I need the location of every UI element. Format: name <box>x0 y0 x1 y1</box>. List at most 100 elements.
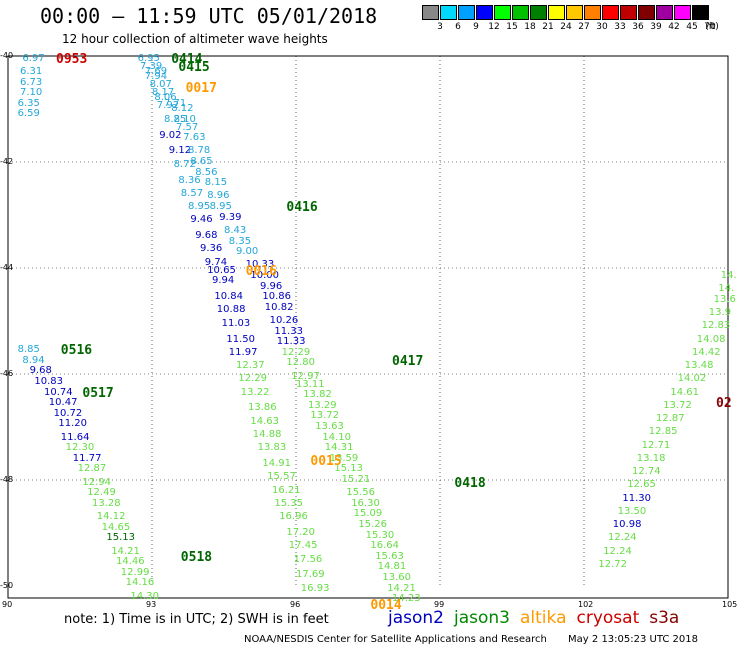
swh-value: 14.65 <box>101 521 131 533</box>
pass-time-label: 0418 <box>454 475 486 491</box>
swh-value: 13.29 <box>308 399 337 411</box>
swh-value: 10.74 <box>44 386 73 398</box>
swh-value: 8.95 <box>188 201 211 213</box>
swh-value: 13.9 <box>708 307 732 319</box>
swh-value: 15.63 <box>375 550 404 562</box>
color-scale-swatch <box>656 5 673 20</box>
swh-value: 15.13 <box>106 532 136 544</box>
swh-value: 13.83 <box>257 442 287 454</box>
swh-value: 12.71 <box>641 439 671 451</box>
pass-time-label: 0015 <box>310 454 342 470</box>
footer-note: note: 1) Time is in UTC; 2) SWH is in fe… <box>64 612 329 627</box>
swh-value: 8.94 <box>22 354 45 366</box>
swh-value: 8.35 <box>228 235 252 247</box>
swh-value: 10.88 <box>216 304 246 316</box>
swh-value: 8.57 <box>180 187 204 199</box>
swh-value: 13.18 <box>636 452 666 464</box>
color-scale-label: 21 <box>542 22 554 32</box>
swh-value: 9.68 <box>195 230 218 242</box>
color-scale-swatch <box>566 5 583 20</box>
color-scale-label: 33 <box>614 22 626 32</box>
lat-tick-label: -40 <box>0 51 14 60</box>
color-scale-label: 18 <box>524 22 536 32</box>
swh-value: 10.83 <box>34 375 64 387</box>
swh-value: 16.21 <box>272 484 301 496</box>
color-scale-label: 6 <box>455 22 461 32</box>
pass-time-label: 0416 <box>286 200 318 216</box>
swh-value: 16.30 <box>351 497 380 509</box>
swh-value: 6.35 <box>17 97 40 109</box>
swh-value: 15.09 <box>353 508 383 520</box>
pass-time-label: 02 <box>716 396 732 412</box>
lon-tick-label: 96 <box>290 600 301 609</box>
swh-value: 12.30 <box>65 442 95 454</box>
swh-value: 7.71 <box>164 97 187 109</box>
swh-value: 12.85 <box>648 426 678 438</box>
legend-cryosat: cryosat <box>576 608 640 628</box>
color-scale-label: 12 <box>488 22 500 32</box>
swh-value: 17.69 <box>296 569 325 581</box>
swh-value: 12.65 <box>627 479 656 491</box>
pass-time-label: 0516 <box>60 343 93 359</box>
swh-value: 10.65 <box>207 264 236 276</box>
swh-value: 13.48 <box>684 360 714 372</box>
swh-value: 16.64 <box>370 540 400 552</box>
page-subtitle: 12 hour collection of altimeter wave hei… <box>62 32 328 46</box>
swh-value: 9.12 <box>168 145 192 157</box>
swh-value: 13.50 <box>617 505 647 517</box>
swh-value: 7.57 <box>176 121 199 133</box>
swh-value: 8.25 <box>164 113 187 125</box>
swh-value: 17.45 <box>288 540 318 552</box>
legend-jason2: jason2 <box>388 608 444 628</box>
swh-value: 6.97 <box>22 52 45 64</box>
swh-value: 9.46 <box>190 214 213 226</box>
swh-value: 7.10 <box>20 87 43 99</box>
swh-value: 11.97 <box>228 346 258 358</box>
swh-value: 10.98 <box>612 519 642 531</box>
swh-value: 14.21 <box>111 545 140 557</box>
pass-time-label: 0414 <box>171 51 203 67</box>
swh-value: 13.6 <box>713 293 736 305</box>
satellite-legend: jason2 jason3 altika cryosat s3a <box>388 608 689 628</box>
swh-value: 8.72 <box>173 158 196 170</box>
lon-tick-label: 99 <box>434 600 445 609</box>
legend-jason3: jason3 <box>454 608 510 628</box>
swh-value: 11.33 <box>276 336 306 348</box>
color-scale-swatch <box>692 5 709 20</box>
credit-text: NOAA/NESDIS Center for Satellite Applica… <box>244 634 547 645</box>
swh-value: 12.87 <box>656 413 685 425</box>
swh-value: 14.63 <box>250 415 280 427</box>
pass-time-label: 0953 <box>56 51 88 67</box>
swh-value: 12.97 <box>291 370 320 382</box>
swh-value: 16.93 <box>300 582 330 594</box>
swh-value: 12.80 <box>286 357 316 369</box>
color-scale-label: 24 <box>560 22 572 32</box>
swh-value: 16.96 <box>279 511 308 523</box>
swh-value: 13.11 <box>296 378 325 390</box>
swh-value: 12.24 <box>603 545 632 557</box>
swh-value: 9.36 <box>200 243 223 255</box>
swh-value: 17.20 <box>286 527 316 538</box>
color-scale-label: 45 <box>686 22 698 32</box>
color-scale-label: 39 <box>650 22 662 32</box>
swh-value: 7.63 <box>183 132 206 144</box>
swh-value: 15.13 <box>334 463 364 475</box>
swh-value: 10.33 <box>245 259 275 271</box>
color-scale-swatch <box>584 5 601 20</box>
swh-value: 12.29 <box>238 373 268 385</box>
color-scale-swatch <box>620 5 637 20</box>
swh-value: 7.94 <box>144 71 168 83</box>
swh-value: 14. <box>718 283 735 295</box>
swh-value: 12.83 <box>701 320 731 332</box>
color-scale-label: 9 <box>473 22 479 32</box>
lat-tick-label: -48 <box>0 475 14 484</box>
lat-tick-label: -44 <box>0 263 14 272</box>
swh-value: 13.82 <box>303 389 332 401</box>
swh-value: 8.17 <box>152 87 175 99</box>
swh-value: 8.12 <box>171 103 194 114</box>
color-scale-swatch <box>512 5 529 20</box>
swh-value: 14. <box>720 269 737 281</box>
swh-value: 14.10 <box>322 431 352 443</box>
swh-value: 12.24 <box>608 532 637 544</box>
color-scale-swatch <box>674 5 691 20</box>
